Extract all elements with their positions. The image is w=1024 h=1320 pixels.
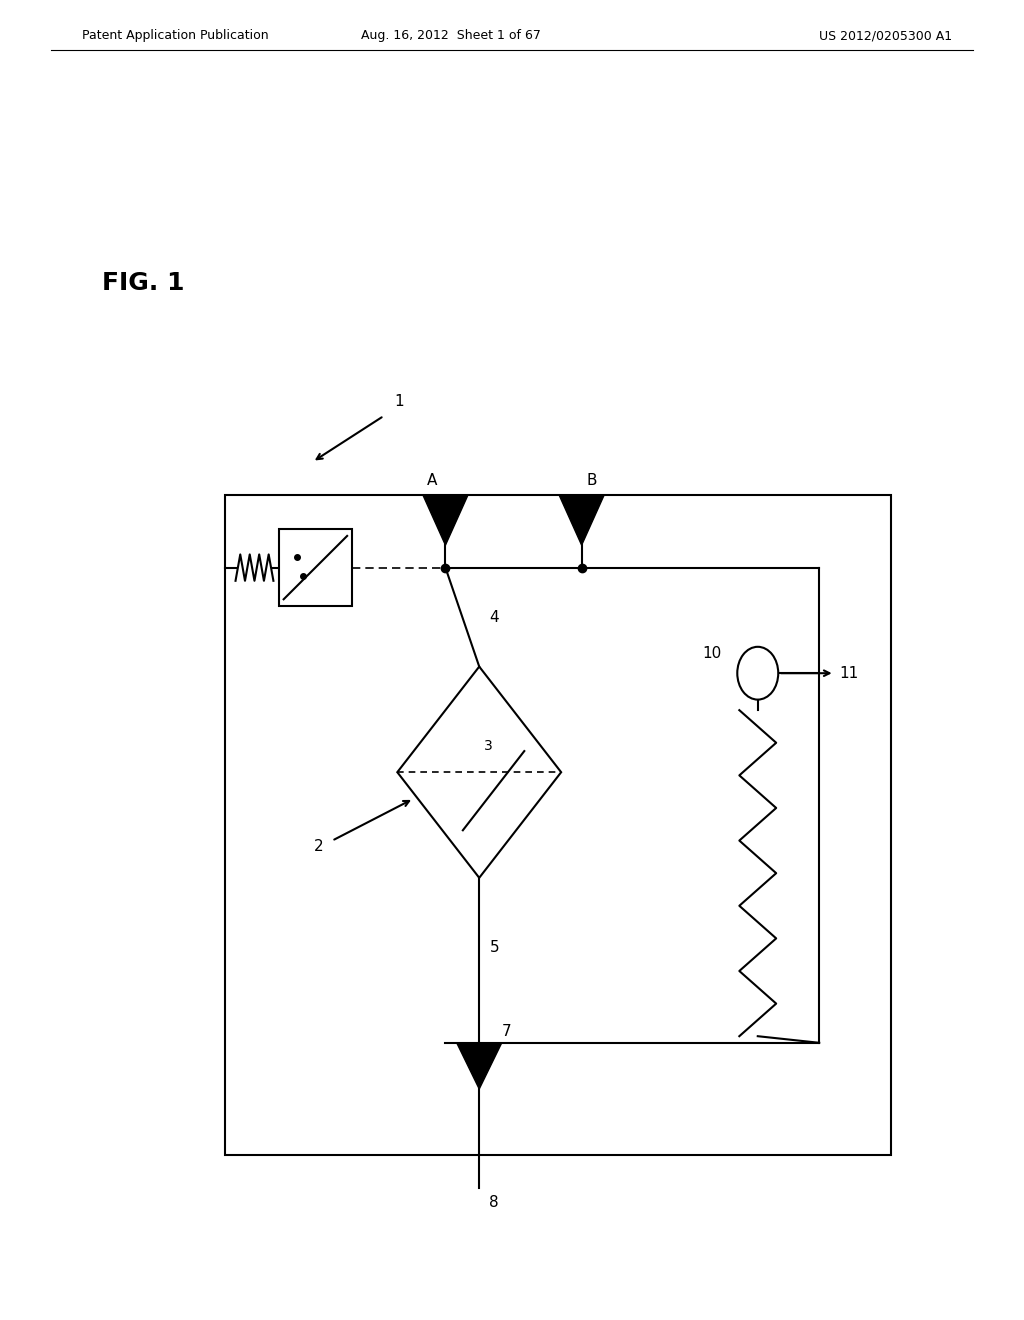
- Text: 5: 5: [489, 940, 499, 954]
- Text: 1: 1: [394, 395, 403, 409]
- Text: US 2012/0205300 A1: US 2012/0205300 A1: [819, 29, 952, 42]
- Text: B: B: [587, 474, 597, 488]
- Text: FIG. 1: FIG. 1: [102, 271, 185, 294]
- Text: Patent Application Publication: Patent Application Publication: [82, 29, 268, 42]
- Polygon shape: [457, 1043, 502, 1089]
- Text: 7: 7: [502, 1024, 511, 1039]
- Polygon shape: [559, 495, 604, 545]
- Text: 3: 3: [484, 739, 494, 752]
- Text: 11: 11: [840, 665, 859, 681]
- Text: A: A: [427, 474, 437, 488]
- Polygon shape: [397, 667, 561, 878]
- Text: 8: 8: [489, 1195, 499, 1209]
- Bar: [225, 495, 891, 1155]
- Text: 2: 2: [314, 838, 324, 854]
- Polygon shape: [423, 495, 468, 545]
- Circle shape: [737, 647, 778, 700]
- Text: Aug. 16, 2012  Sheet 1 of 67: Aug. 16, 2012 Sheet 1 of 67: [360, 29, 541, 42]
- Bar: [279, 529, 352, 606]
- Text: 10: 10: [702, 645, 722, 661]
- Text: 4: 4: [489, 610, 499, 624]
